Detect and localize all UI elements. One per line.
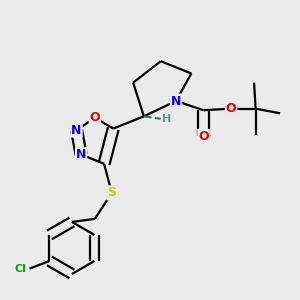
Text: O: O: [90, 111, 100, 124]
Text: N: N: [76, 148, 86, 161]
Text: O: O: [198, 130, 209, 143]
Text: N: N: [171, 94, 181, 107]
Text: S: S: [107, 186, 116, 200]
Text: O: O: [226, 102, 236, 115]
Text: H: H: [162, 114, 172, 124]
Text: N: N: [71, 124, 82, 136]
Text: Cl: Cl: [14, 264, 26, 274]
